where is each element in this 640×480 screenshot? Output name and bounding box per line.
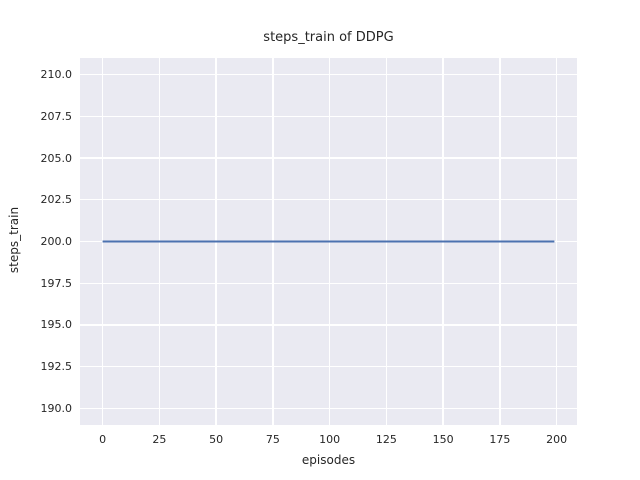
plot-area (80, 58, 577, 425)
x-tick-label: 25 (152, 433, 167, 446)
y-tick-label: 207.5 (40, 109, 73, 123)
y-tick-label: 205.0 (40, 151, 73, 165)
x-axis-label: episodes (301, 453, 356, 467)
x-tick-label: 75 (265, 433, 280, 446)
x-tick-label: 50 (209, 433, 224, 446)
y-gridline (80, 407, 577, 409)
y-tick-label: 192.5 (40, 360, 73, 374)
y-tick-label: 202.5 (40, 193, 73, 207)
x-tick-label: 125 (375, 433, 397, 446)
y-gridline (80, 365, 577, 368)
y-gridline (80, 157, 577, 159)
x-tick-label: 100 (319, 433, 341, 446)
plot-svg (102, 240, 555, 243)
y-tick-label: 200.0 (40, 235, 73, 248)
x-tick-label: 200 (546, 433, 568, 446)
y-gridline (80, 324, 577, 326)
x-tick-label: 150 (432, 433, 454, 446)
y-gridline (80, 115, 577, 118)
x-tick-label: 0 (99, 433, 107, 446)
y-tick-label: 210.0 (40, 68, 73, 82)
y-tick-label: 195.0 (40, 318, 73, 332)
y-gridline (80, 73, 577, 76)
chart-title: steps_train of DDPG (263, 30, 394, 45)
y-gridline (80, 282, 577, 284)
y-tick-label: 190.0 (40, 401, 73, 415)
x-tick-label: 175 (489, 433, 511, 446)
y-tick-label: 197.5 (40, 276, 73, 290)
y-gridline (80, 199, 577, 201)
